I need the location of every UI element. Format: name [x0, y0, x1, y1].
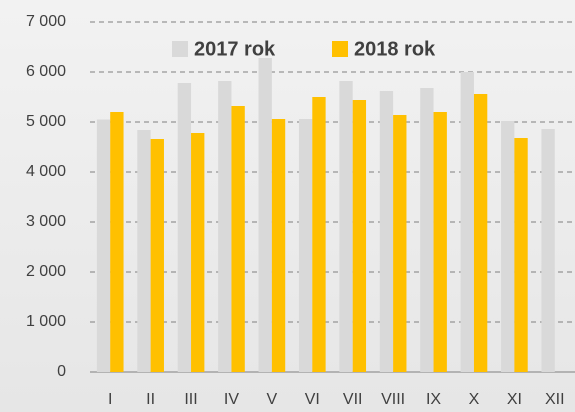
- legend-swatch: [172, 41, 188, 57]
- x-tick-label: XII: [545, 391, 565, 408]
- y-tick-label: 0: [57, 363, 66, 380]
- bar: [218, 81, 232, 372]
- bar: [352, 100, 367, 372]
- bar: [137, 130, 151, 372]
- bar: [298, 119, 313, 372]
- bar: [191, 133, 205, 372]
- bar: [258, 58, 272, 372]
- bar: [110, 112, 124, 372]
- bar: [379, 91, 394, 372]
- x-tick-label: IV: [224, 391, 239, 408]
- bar: [541, 129, 555, 372]
- y-tick-label: 3 000: [26, 213, 66, 230]
- x-tick-label: VII: [343, 391, 363, 408]
- y-tick-label: 4 000: [26, 163, 66, 180]
- legend-label: 2018 rok: [354, 38, 436, 60]
- x-tick-label: XI: [507, 391, 522, 408]
- bar: [393, 115, 407, 372]
- bar: [150, 139, 164, 372]
- x-tick-label: X: [469, 391, 480, 408]
- bar: [339, 81, 353, 372]
- y-tick-label: 1 000: [26, 313, 66, 330]
- bar: [473, 94, 488, 372]
- bar: [271, 119, 286, 372]
- bar: [501, 121, 515, 372]
- x-tick-label: IX: [426, 391, 441, 408]
- legend-label: 2017 rok: [194, 38, 276, 60]
- y-tick-label: 5 000: [26, 113, 66, 130]
- x-tick-label: V: [267, 391, 278, 408]
- bar: [312, 97, 326, 372]
- y-tick-label: 7 000: [26, 13, 66, 30]
- x-tick-label: III: [184, 391, 197, 408]
- x-tick-label: II: [146, 391, 155, 408]
- bar: [420, 88, 434, 372]
- legend-swatch: [332, 41, 348, 57]
- y-tick-label: 2 000: [26, 263, 66, 280]
- x-tick-label: I: [108, 391, 112, 408]
- x-tick-label: VIII: [381, 391, 405, 408]
- bar: [514, 138, 528, 372]
- bar: [460, 72, 474, 372]
- bar: [231, 106, 245, 372]
- bar: [433, 112, 447, 372]
- x-tick-label: VI: [305, 391, 320, 408]
- bar: [96, 119, 111, 372]
- bar: [177, 83, 192, 372]
- y-tick-label: 6 000: [26, 63, 66, 80]
